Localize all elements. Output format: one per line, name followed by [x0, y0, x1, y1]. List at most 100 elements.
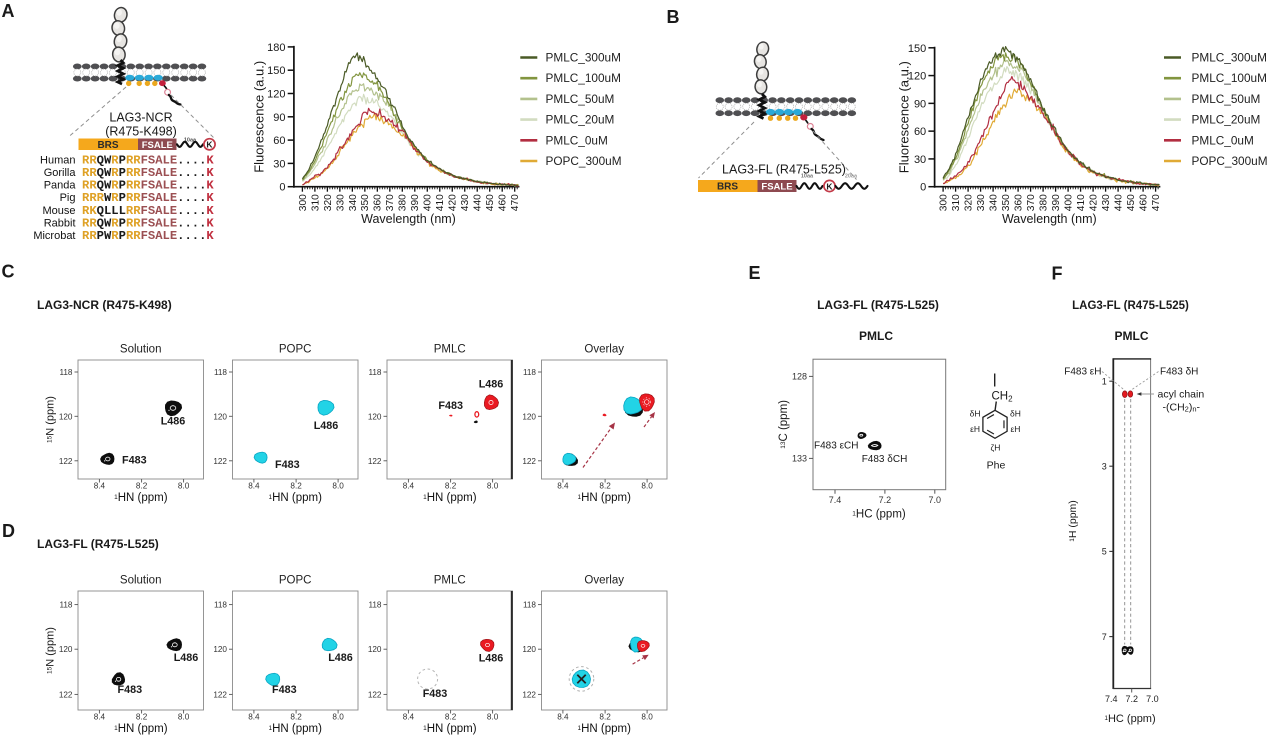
svg-text:120: 120 — [213, 412, 227, 421]
svg-text:PMLC: PMLC — [434, 344, 466, 356]
svg-text:7.4: 7.4 — [1105, 694, 1118, 704]
svg-text:L486: L486 — [161, 416, 186, 428]
svg-text:PMLC: PMLC — [434, 575, 466, 587]
svg-text:LAG3-FL (R475-L525): LAG3-FL (R475-L525) — [1072, 300, 1189, 312]
svg-text:90: 90 — [273, 112, 285, 124]
svg-text:1HN (ppm): 1HN (ppm) — [577, 723, 631, 735]
svg-text:122: 122 — [213, 457, 227, 466]
svg-text:F: F — [1052, 264, 1063, 284]
svg-text:-(CH2)n-: -(CH2)n- — [1163, 402, 1201, 414]
svg-text:8.2: 8.2 — [136, 482, 148, 491]
svg-text:PMLC: PMLC — [859, 329, 893, 343]
svg-text:ζH: ζH — [991, 443, 1001, 453]
svg-text:8.4: 8.4 — [403, 482, 415, 491]
svg-text:L486: L486 — [328, 652, 353, 664]
svg-text:PMLC_50uM: PMLC_50uM — [1192, 92, 1261, 106]
svg-text:1HN (ppm): 1HN (ppm) — [114, 492, 168, 504]
svg-text:C: C — [2, 262, 15, 282]
svg-text:Human: Human — [40, 154, 75, 166]
svg-text:118: 118 — [59, 601, 72, 610]
svg-text:8.4: 8.4 — [94, 713, 106, 722]
svg-text:430: 430 — [1101, 194, 1112, 211]
svg-text:Wavelength (nm): Wavelength (nm) — [1002, 212, 1097, 226]
svg-text:90: 90 — [914, 98, 926, 110]
svg-text:118: 118 — [214, 368, 227, 377]
svg-text:LAG3-FL (R475-L525): LAG3-FL (R475-L525) — [817, 298, 939, 312]
svg-text:PMLC_0uM: PMLC_0uM — [546, 133, 608, 147]
svg-text:Panda: Panda — [44, 180, 77, 192]
svg-text:8.0: 8.0 — [641, 713, 653, 722]
svg-text:460: 460 — [498, 194, 509, 211]
svg-text:PMLC: PMLC — [1115, 329, 1149, 343]
svg-text:8.0: 8.0 — [332, 713, 344, 722]
svg-text:370: 370 — [1026, 194, 1037, 211]
svg-text:60: 60 — [273, 135, 285, 147]
svg-text:Rabbit: Rabbit — [44, 218, 76, 230]
svg-text:RRQWRPRRFSALE....K: RRQWRPRRFSALE....K — [82, 153, 214, 167]
svg-text:7.2: 7.2 — [879, 495, 892, 505]
svg-text:PMLC_50uM: PMLC_50uM — [546, 92, 615, 106]
svg-text:300: 300 — [298, 194, 309, 211]
svg-text:340: 340 — [348, 194, 359, 211]
svg-text:118: 118 — [59, 368, 72, 377]
svg-text:1HC (ppm): 1HC (ppm) — [852, 509, 906, 521]
svg-text:5: 5 — [1102, 547, 1107, 557]
svg-text:F483: F483 — [122, 455, 147, 467]
svg-text:F483: F483 — [272, 684, 297, 696]
svg-text:8.2: 8.2 — [599, 482, 611, 491]
svg-text:Solution: Solution — [120, 344, 162, 356]
svg-text:RRQWRPRRFSALE....K: RRQWRPRRFSALE....K — [82, 217, 214, 231]
svg-text:Solution: Solution — [120, 575, 162, 587]
svg-text:PMLC_20uM: PMLC_20uM — [546, 113, 615, 127]
svg-text:F483: F483 — [275, 459, 300, 471]
svg-text:8.2: 8.2 — [136, 713, 148, 722]
svg-text:CH2: CH2 — [992, 391, 1014, 404]
svg-text:POPC: POPC — [279, 344, 312, 356]
svg-text:E: E — [749, 263, 761, 283]
svg-text:20aa: 20aa — [845, 174, 858, 180]
svg-text:PMLC_20uM: PMLC_20uM — [1192, 113, 1261, 127]
svg-text:Fluorescence (a.u.): Fluorescence (a.u.) — [252, 61, 267, 173]
svg-text:120: 120 — [522, 412, 536, 421]
svg-text:3: 3 — [1102, 461, 1107, 471]
svg-text:acyl chain: acyl chain — [1158, 389, 1205, 401]
svg-text:30: 30 — [914, 154, 926, 166]
svg-text:120: 120 — [908, 71, 926, 83]
svg-text:350: 350 — [360, 194, 371, 211]
svg-text:F483: F483 — [438, 400, 463, 412]
svg-text:410: 410 — [1076, 194, 1087, 211]
svg-text:1HN (ppm): 1HN (ppm) — [114, 723, 168, 735]
svg-text:15N (ppm): 15N (ppm) — [45, 396, 57, 443]
svg-text:RRQWRPRRFSALE....K: RRQWRPRRFSALE....K — [82, 179, 214, 193]
svg-text:122: 122 — [59, 690, 73, 699]
svg-text:L486: L486 — [174, 652, 199, 664]
svg-text:400: 400 — [423, 194, 434, 211]
svg-text:F483 εH: F483 εH — [1064, 367, 1101, 378]
svg-text:PMLC_300uM: PMLC_300uM — [546, 51, 621, 65]
svg-text:FSALE: FSALE — [142, 140, 173, 151]
svg-text:370: 370 — [385, 194, 396, 211]
svg-text:1H (ppm): 1H (ppm) — [1067, 500, 1079, 542]
svg-text:120: 120 — [267, 89, 285, 101]
svg-text:122: 122 — [368, 457, 382, 466]
svg-text:180: 180 — [267, 42, 285, 54]
svg-text:Overlay: Overlay — [584, 344, 624, 356]
svg-text:120: 120 — [213, 645, 227, 654]
svg-text:FSALE: FSALE — [761, 182, 792, 193]
svg-text:8.0: 8.0 — [178, 482, 190, 491]
svg-text:F483 εCH: F483 εCH — [814, 440, 858, 451]
svg-text:εH: εH — [970, 424, 980, 434]
svg-text:13C (ppm): 13C (ppm) — [778, 400, 790, 449]
svg-text:8.4: 8.4 — [557, 713, 569, 722]
svg-text:118: 118 — [368, 601, 381, 610]
svg-text:L486: L486 — [479, 653, 504, 665]
svg-text:150: 150 — [908, 43, 926, 55]
svg-text:10aa: 10aa — [184, 138, 197, 144]
svg-text:8.4: 8.4 — [403, 713, 415, 722]
svg-text:B: B — [667, 7, 680, 27]
svg-text:122: 122 — [522, 690, 536, 699]
svg-text:7.4: 7.4 — [829, 495, 842, 505]
svg-text:360: 360 — [1014, 194, 1025, 211]
svg-text:A: A — [2, 1, 15, 21]
svg-text:320: 320 — [964, 194, 975, 211]
